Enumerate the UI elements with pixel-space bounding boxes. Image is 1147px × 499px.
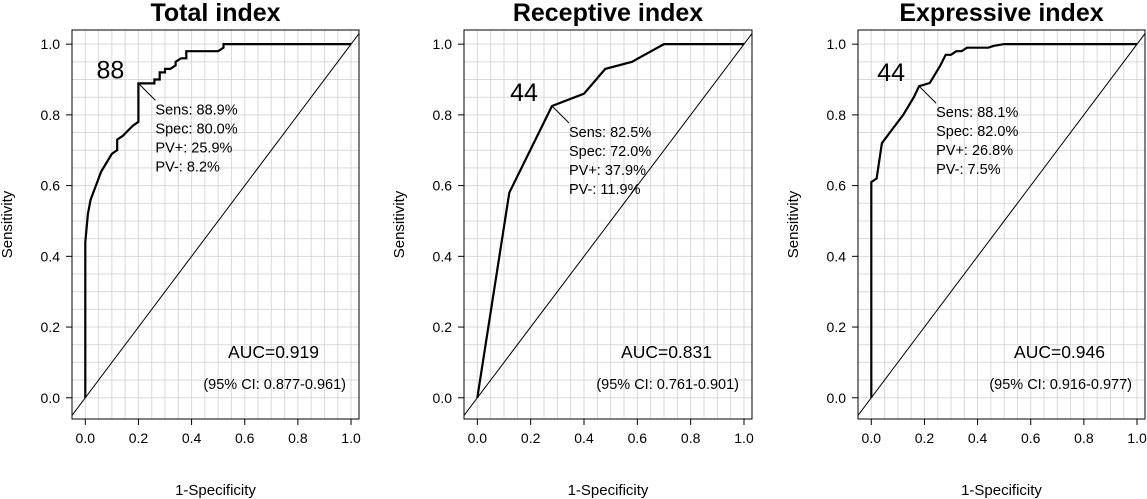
x-axis-label: 1-Specificity — [961, 482, 1042, 499]
cutoff-stat: PV-: 7.5% — [936, 162, 1001, 178]
y-tick-label: 0.0 — [433, 390, 453, 406]
chart-title: Expressive index — [899, 0, 1103, 27]
cutoff-stat: Sens: 88.9% — [155, 102, 237, 118]
plot-frame — [71, 29, 360, 420]
y-tick-label: 0.8 — [41, 107, 61, 123]
roc-panel-3: 0.0 0.2 0.4 0.6 0.8 1.0 0.0 0.2 0.4 0.6 0.8 1.0 Expr… — [785, 0, 1147, 499]
cutoff-pointer — [138, 83, 156, 101]
y-axis-label: Sensitivity — [0, 190, 16, 258]
x-tick-label: 0.4 — [182, 430, 202, 446]
cutoff-pointer — [551, 105, 570, 124]
x-tick-label: 1.0 — [734, 430, 754, 446]
cutoff-stat: PV+: 37.9% — [569, 163, 646, 179]
x-tick-label: 0.6 — [628, 430, 648, 446]
ci-label: (95% CI: 0.916-0.977) — [989, 377, 1132, 393]
x-tick-label: 0.0 — [862, 430, 882, 446]
x-tick-label: 1.0 — [1127, 430, 1147, 446]
y-tick-label: 0.2 — [41, 319, 61, 335]
x-tick-label: 0.8 — [1074, 430, 1094, 446]
x-tick-label: 0.6 — [1021, 430, 1041, 446]
chart-title: Total index — [150, 0, 280, 27]
y-tick-label: 0.6 — [827, 178, 847, 194]
y-tick-label: 0.6 — [41, 178, 61, 194]
x-axis-label: 1-Specificity — [175, 482, 256, 499]
cutoff-stat: Sens: 82.5% — [569, 125, 651, 141]
x-tick-label: 0.8 — [288, 430, 308, 446]
cutoff-stat: Spec: 72.0% — [569, 144, 651, 160]
cutoff-stat: PV-: 8.2% — [155, 159, 220, 175]
roc-panel-2: 0.0 0.2 0.4 0.6 0.8 1.0 0.0 0.2 0.4 0.6 0.8 1.0 Rece… — [391, 0, 754, 499]
cutoff-stat: PV-: 11.9% — [569, 182, 641, 198]
x-tick-label: 0.8 — [681, 430, 701, 446]
y-axis-label: Sensitivity — [391, 190, 408, 258]
y-tick-label: 0.4 — [433, 248, 453, 264]
chart-title: Receptive index — [513, 0, 703, 27]
roc-curve — [870, 42, 1137, 398]
y-tick-label: 0.4 — [41, 248, 61, 264]
reference-diagonal — [857, 33, 1146, 416]
y-tick-label: 0.0 — [827, 390, 847, 406]
plot-frame — [857, 29, 1146, 420]
y-tick-label: 1.0 — [433, 36, 453, 52]
reference-diagonal — [463, 33, 753, 416]
grid — [464, 30, 752, 419]
y-tick-label: 1.0 — [41, 36, 61, 52]
x-tick-label: 0.2 — [915, 430, 935, 446]
roc-curve — [476, 42, 744, 398]
cutoff-label: 44 — [877, 59, 905, 87]
y-tick-label: 0.4 — [827, 248, 847, 264]
y-tick-label: 1.0 — [827, 36, 847, 52]
y-tick-label: 0.2 — [433, 319, 453, 335]
x-tick-label: 0.6 — [235, 430, 255, 446]
y-tick-label: 0.8 — [433, 107, 453, 123]
plot-frame — [463, 29, 753, 420]
x-tick-label: 0.2 — [521, 430, 541, 446]
reference-diagonal — [71, 33, 360, 416]
grid — [858, 30, 1145, 419]
cutoff-stat: Spec: 82.0% — [936, 124, 1018, 140]
roc-curve — [84, 42, 351, 398]
cutoff-label: 88 — [97, 56, 125, 84]
cutoff-stat: PV+: 25.9% — [155, 140, 232, 156]
ci-label: (95% CI: 0.761-0.901) — [596, 377, 739, 393]
y-tick-label: 0.6 — [433, 178, 453, 194]
ci-label: (95% CI: 0.877-0.961) — [203, 377, 346, 393]
x-tick-label: 0.2 — [129, 430, 149, 446]
x-axis-label: 1-Specificity — [568, 482, 649, 499]
x-tick-label: 0.0 — [468, 430, 488, 446]
cutoff-label: 44 — [510, 79, 538, 107]
roc-panel-1: 0.0 0.2 0.4 0.6 0.8 1.0 0.0 0.2 0.4 0.6 0.8 1.0 Tota… — [0, 0, 361, 499]
cutoff-stat: Spec: 80.0% — [155, 121, 237, 137]
cutoff-pointer — [918, 85, 937, 104]
x-tick-label: 1.0 — [341, 430, 361, 446]
y-tick-label: 0.0 — [41, 390, 61, 406]
auc-label: AUC=0.946 — [1014, 342, 1105, 362]
y-tick-label: 0.2 — [827, 319, 847, 335]
y-axis-label: Sensitivity — [785, 190, 802, 258]
x-tick-label: 0.4 — [968, 430, 988, 446]
grid — [72, 30, 359, 419]
auc-label: AUC=0.831 — [621, 342, 712, 362]
x-tick-label: 0.4 — [574, 430, 594, 446]
x-tick-label: 0.0 — [76, 430, 96, 446]
y-tick-label: 0.8 — [827, 107, 847, 123]
auc-label: AUC=0.919 — [228, 342, 319, 362]
cutoff-stat: Sens: 88.1% — [936, 105, 1018, 121]
cutoff-stat: PV+: 26.8% — [936, 143, 1013, 159]
